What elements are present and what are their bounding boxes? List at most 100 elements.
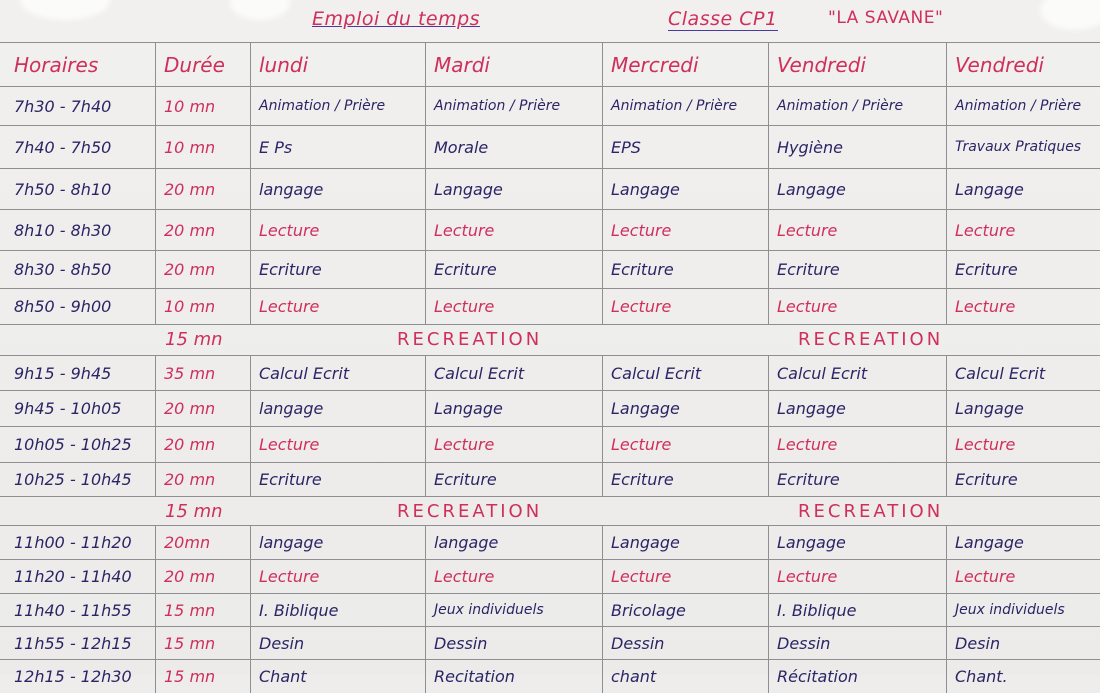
subject-cell: Lecture bbox=[425, 210, 602, 250]
subject-cell: Lecture bbox=[602, 210, 768, 250]
duration-cell: 20 mn bbox=[155, 463, 250, 496]
recreation-row: 15 mn RECREATION RECREATION bbox=[0, 324, 1100, 355]
subject-cell: Langage bbox=[946, 391, 1100, 426]
duration-cell: 15 mn bbox=[155, 594, 250, 626]
subject-cell: Ecriture bbox=[602, 251, 768, 288]
duration-cell: 20 mn bbox=[155, 251, 250, 288]
table-row: 11h55 - 12h15 15 mn Desin Dessin Dessin Dessi… bbox=[0, 626, 1100, 659]
duration-cell: 20 mn bbox=[155, 169, 250, 209]
subject-cell: Chant. bbox=[946, 660, 1100, 693]
subject-cell: EPS bbox=[602, 126, 768, 168]
table-row: 11h40 - 11h55 15 mn I. Biblique Jeux indivi… bbox=[0, 593, 1100, 626]
subject-cell: Lecture bbox=[250, 427, 425, 462]
subject-cell: Langage bbox=[425, 169, 602, 209]
header-cell: Vendredi bbox=[946, 43, 1100, 86]
subject-cell: Calcul Ecrit bbox=[250, 356, 425, 390]
subject-cell: Ecriture bbox=[250, 463, 425, 496]
table-row: 8h50 - 9h00 10 mn Lecture Lecture Lecture Lec… bbox=[0, 288, 1100, 324]
table-row: 7h40 - 7h50 10 mn E Ps Morale EPS Hygiène Trav… bbox=[0, 125, 1100, 168]
subject-cell: Travaux Pratiques bbox=[946, 126, 1100, 168]
recreation-duration: 15 mn bbox=[165, 329, 223, 350]
subject-cell: Langage bbox=[602, 391, 768, 426]
subject-cell: Lecture bbox=[425, 289, 602, 324]
subject-cell: langage bbox=[425, 526, 602, 559]
subject-cell: Chant bbox=[250, 660, 425, 693]
subject-cell: Ecriture bbox=[946, 251, 1100, 288]
subject-cell: Jeux individuels bbox=[425, 594, 602, 626]
subject-cell: Lecture bbox=[946, 210, 1100, 250]
recreation-label: RECREATION bbox=[397, 501, 543, 522]
table-row: 12h15 - 12h30 15 mn Chant Recitation chant Ré… bbox=[0, 659, 1100, 693]
subject-cell: Jeux individuels bbox=[946, 594, 1100, 626]
subject-cell: Animation / Prière bbox=[425, 87, 602, 125]
header-cell: Mardi bbox=[425, 43, 602, 86]
time-cell: 11h20 - 11h40 bbox=[14, 567, 132, 586]
subject-cell: Lecture bbox=[946, 289, 1100, 324]
subject-cell: Animation / Prière bbox=[250, 87, 425, 125]
subject-cell: Lecture bbox=[425, 427, 602, 462]
time-cell: 8h50 - 9h00 bbox=[14, 297, 112, 316]
duration-cell: 10 mn bbox=[155, 87, 250, 125]
recreation-label: RECREATION bbox=[798, 501, 944, 522]
time-cell: 7h40 - 7h50 bbox=[14, 137, 112, 157]
subject-cell: Langage bbox=[768, 169, 946, 209]
subject-cell: Langage bbox=[768, 526, 946, 559]
paper-stain bbox=[20, 0, 110, 20]
timetable: Horaires Durée lundi Mardi Mercredi Vendredi V… bbox=[0, 42, 1100, 693]
subject-cell: Hygiène bbox=[768, 126, 946, 168]
subject-cell: Langage bbox=[946, 526, 1100, 559]
subject-cell: Animation / Prière bbox=[946, 87, 1100, 125]
table-row: 8h10 - 8h30 20 mn Lecture Lecture Lecture Lec… bbox=[0, 209, 1100, 250]
duration-cell: 20 mn bbox=[155, 560, 250, 593]
duration-cell: 15 mn bbox=[155, 627, 250, 659]
subject-cell: Lecture bbox=[602, 289, 768, 324]
time-cell: 7h30 - 7h40 bbox=[14, 96, 112, 116]
subject-cell: chant bbox=[602, 660, 768, 693]
time-cell: 9h45 - 10h05 bbox=[14, 399, 122, 418]
subject-cell: Morale bbox=[425, 126, 602, 168]
subject-cell: Dessin bbox=[425, 627, 602, 659]
table-row: 11h00 - 11h20 20mn langage langage Langage La… bbox=[0, 525, 1100, 559]
subject-cell: Dessin bbox=[602, 627, 768, 659]
subject-cell: langage bbox=[250, 169, 425, 209]
subject-cell: Récitation bbox=[768, 660, 946, 693]
subject-cell: Ecriture bbox=[425, 463, 602, 496]
subject-cell: Desin bbox=[946, 627, 1100, 659]
subject-cell: Animation / Prière bbox=[768, 87, 946, 125]
duration-cell: 20 mn bbox=[155, 210, 250, 250]
subject-cell: Ecriture bbox=[768, 463, 946, 496]
table-row: 9h45 - 10h05 20 mn langage Langage Langage La… bbox=[0, 390, 1100, 426]
subject-cell: Calcul Ecrit bbox=[946, 356, 1100, 390]
duration-cell: 20mn bbox=[155, 526, 250, 559]
table-row: 11h20 - 11h40 20 mn Lecture Lecture Lecture L… bbox=[0, 559, 1100, 593]
header-cell: lundi bbox=[250, 43, 425, 86]
header-cell: Vendredi bbox=[768, 43, 946, 86]
subject-cell: Ecriture bbox=[425, 251, 602, 288]
subject-cell: Ecriture bbox=[250, 251, 425, 288]
duration-cell: 10 mn bbox=[155, 289, 250, 324]
duration-cell: 10 mn bbox=[155, 126, 250, 168]
subject-cell: Ecriture bbox=[768, 251, 946, 288]
time-cell: 9h15 - 9h45 bbox=[14, 363, 112, 383]
subject-cell: Calcul Ecrit bbox=[425, 356, 602, 390]
subject-cell: Langage bbox=[946, 169, 1100, 209]
table-row: 10h25 - 10h45 20 mn Ecriture Ecriture Ecritu… bbox=[0, 462, 1100, 496]
recreation-duration: 15 mn bbox=[165, 501, 223, 522]
duration-cell: 20 mn bbox=[155, 427, 250, 462]
time-cell: 7h50 - 8h10 bbox=[14, 179, 112, 199]
subject-cell: Lecture bbox=[768, 560, 946, 593]
recreation-row: 15 mn RECREATION RECREATION bbox=[0, 496, 1100, 525]
time-cell: 8h10 - 8h30 bbox=[14, 220, 112, 240]
header-cell: Durée bbox=[155, 43, 250, 86]
header-row: Horaires Durée lundi Mardi Mercredi Vendredi V… bbox=[0, 42, 1100, 86]
subject-cell: langage bbox=[250, 391, 425, 426]
subject-cell: Desin bbox=[250, 627, 425, 659]
title-main: Emploi du temps bbox=[312, 8, 481, 30]
subject-cell: langage bbox=[250, 526, 425, 559]
recreation-label: RECREATION bbox=[798, 329, 944, 350]
time-cell: 12h15 - 12h30 bbox=[14, 667, 132, 686]
table-row: 8h30 - 8h50 20 mn Ecriture Ecriture Ecriture… bbox=[0, 250, 1100, 288]
subject-cell: Langage bbox=[425, 391, 602, 426]
subject-cell: Lecture bbox=[602, 560, 768, 593]
subject-cell: Lecture bbox=[602, 427, 768, 462]
